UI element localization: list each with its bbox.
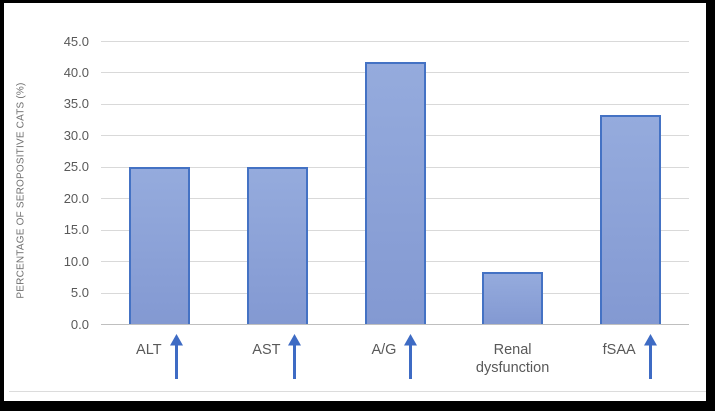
y-axis-title: PERCENTAGE OF SEROPOSITIVE CATS (%) xyxy=(15,82,27,299)
frame-border-left xyxy=(0,0,4,411)
y-tick-label: 45.0 xyxy=(63,33,89,49)
y-tick-label: 30.0 xyxy=(63,127,89,143)
x-label-renal-dysfunction: Renal dysfunction xyxy=(454,331,572,389)
bar-ast xyxy=(246,166,308,324)
y-tick-label: 10.0 xyxy=(63,253,89,269)
x-label-fsaa: fSAA xyxy=(571,331,689,389)
x-label-text: fSAA xyxy=(602,342,636,358)
frame-border-right xyxy=(706,0,715,411)
x-label-a-g: A/G xyxy=(336,331,454,389)
x-label-ast: AST xyxy=(219,331,337,389)
x-label-alt: ALT xyxy=(101,331,219,389)
x-label-text: ALT xyxy=(136,342,162,358)
x-label-text: Renal dysfunction xyxy=(475,342,550,376)
increase-arrow-icon xyxy=(643,334,657,379)
y-tick-label: 0.0 xyxy=(70,316,89,332)
frame-border-bottom xyxy=(0,401,715,411)
increase-arrow-icon xyxy=(404,334,418,379)
frame-border-top xyxy=(0,0,715,3)
x-axis-line xyxy=(101,324,689,325)
increase-arrow-icon xyxy=(169,334,183,379)
x-label-text: AST xyxy=(252,342,281,358)
y-tick-label: 5.0 xyxy=(70,285,89,301)
bar-renal-dysfunction xyxy=(482,271,544,324)
y-tick-label: 25.0 xyxy=(63,159,89,175)
y-tick-label: 40.0 xyxy=(63,64,89,80)
increase-arrow-icon xyxy=(288,334,302,379)
bar-alt xyxy=(129,166,191,324)
y-tick-label: 35.0 xyxy=(63,96,89,112)
x-label-text: A/G xyxy=(371,342,397,358)
bar-fsaa xyxy=(599,114,661,324)
gridline xyxy=(101,41,689,42)
y-tick-label: 15.0 xyxy=(63,222,89,238)
bar-a-g xyxy=(364,61,426,324)
figure-bottom-rule xyxy=(9,391,706,392)
y-tick-label: 20.0 xyxy=(63,190,89,206)
